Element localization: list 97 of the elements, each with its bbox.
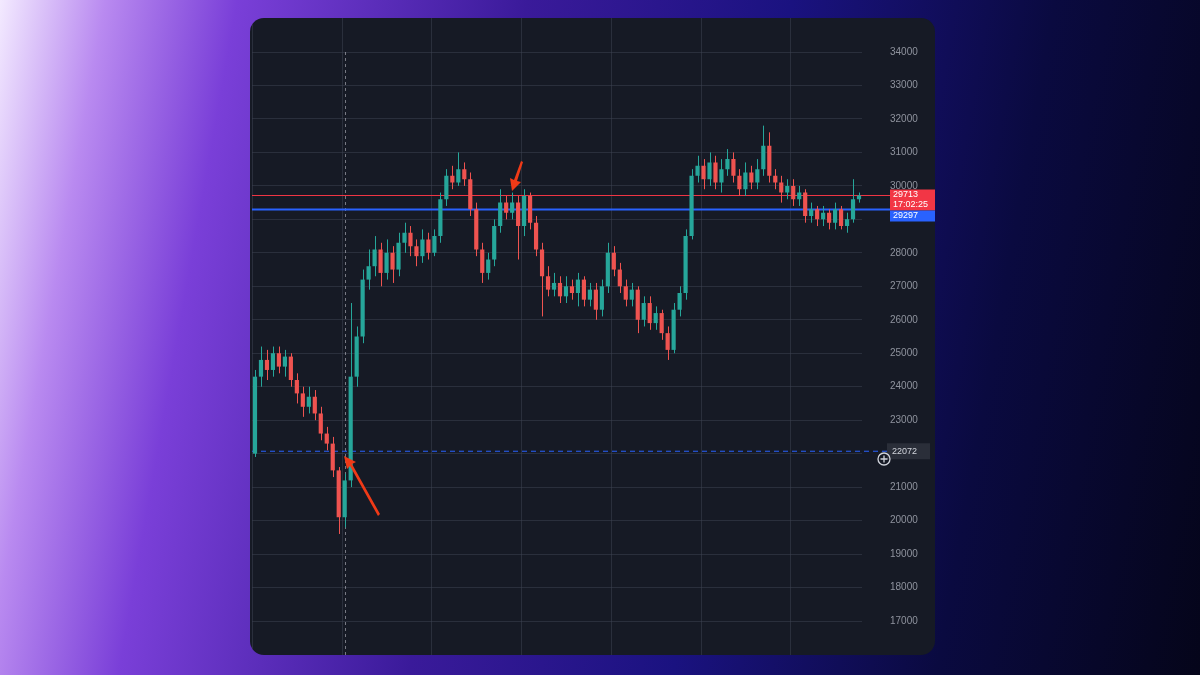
candlestick: [408, 225, 413, 257]
candlestick: [444, 168, 449, 207]
y-tick-label: 27000: [890, 280, 919, 292]
y-tick-label: 24000: [890, 380, 919, 392]
candlestick: [551, 272, 557, 297]
candlestick: [366, 248, 371, 291]
text: 17:02:25: [893, 199, 929, 210]
candlestick: [432, 228, 437, 257]
candlestick: [791, 178, 796, 207]
y-tick-label: 30000: [890, 179, 919, 191]
candlestick: [850, 178, 856, 224]
candlestick: [743, 161, 748, 197]
candlestick: [629, 282, 634, 307]
candlestick: [450, 165, 455, 190]
candlestick: [402, 222, 407, 254]
candlestick: [677, 285, 682, 317]
candlestick: [659, 309, 664, 341]
candlestick: [372, 235, 377, 277]
candlestick: [414, 238, 419, 267]
candlestick: [761, 125, 766, 177]
y-tick-label: 26000: [890, 313, 919, 325]
candlestick: [557, 275, 563, 304]
candlestick: [641, 295, 646, 327]
candlestick: [276, 346, 282, 374]
candlestick: [294, 372, 299, 404]
candlestick: [545, 265, 551, 297]
candlestick: [480, 242, 485, 284]
candlestick: [737, 168, 742, 197]
candlestick: [785, 178, 790, 200]
candlestick: [815, 205, 820, 227]
candlestick: [695, 155, 700, 184]
candlestick: [581, 275, 587, 307]
candlestick: [838, 205, 844, 230]
candlestick: [516, 195, 521, 261]
y-tick-label: 34000: [890, 45, 919, 57]
candlestick: [569, 279, 575, 301]
candlestick: [575, 272, 581, 307]
candlestick: [498, 188, 503, 234]
ref-line-label: 29713: [893, 189, 919, 200]
candlestick: [324, 426, 329, 451]
y-tick-label: 31000: [890, 146, 919, 158]
candlestick: [707, 151, 712, 187]
candlestick: [300, 386, 305, 418]
candlestick: [773, 168, 778, 190]
candlestick: [803, 188, 808, 224]
y-tick-label: 18000: [890, 581, 919, 593]
candlestick: [749, 165, 754, 190]
candlestick: [701, 158, 706, 190]
candlestick: [504, 195, 509, 220]
candlestick: [486, 252, 491, 281]
candlestick: [647, 295, 652, 331]
candlestick: [844, 212, 850, 234]
y-tick-label: 32000: [890, 112, 919, 124]
y-tick-label: 20000: [890, 514, 919, 526]
candlestick: [593, 282, 598, 321]
candlestick: [779, 175, 784, 204]
candlestick: [713, 155, 718, 190]
ref-line-label: 22072: [892, 445, 918, 456]
candlestick: [456, 151, 461, 187]
candlestick: [306, 386, 311, 414]
y-tick-label: 21000: [890, 480, 919, 492]
candlestick: [587, 282, 592, 307]
y-tick-label: 23000: [890, 413, 919, 425]
candlestick: [384, 238, 389, 281]
ref-line-label: 29297: [893, 210, 919, 221]
candlestick: [510, 192, 515, 220]
candlestick: [833, 202, 838, 230]
candlestick: [563, 275, 569, 304]
candlestick: [426, 232, 431, 261]
candlestick: [755, 158, 760, 190]
candlestick: [462, 161, 467, 187]
candlestick: [264, 349, 270, 381]
y-tick-label: 17000: [890, 614, 919, 626]
candlestick: [318, 406, 323, 441]
y-tick-label: 19000: [890, 547, 919, 559]
candlestick: [617, 262, 622, 294]
candlestick: [731, 151, 736, 184]
candlestick: [719, 158, 724, 194]
candlestick: [623, 279, 628, 307]
candlestick: [390, 245, 395, 284]
candlestick: [420, 228, 425, 264]
candlestick: [665, 325, 670, 361]
candlestick: [653, 305, 658, 331]
y-tick-label: 28000: [890, 246, 919, 258]
candlestick: [282, 349, 287, 378]
candlestick: [270, 346, 276, 378]
candlestick: [809, 202, 814, 224]
candlestick: [288, 352, 293, 388]
y-tick-label: 25000: [890, 346, 919, 358]
candlestick: [258, 346, 264, 388]
candlestick: [611, 245, 616, 277]
candlestick: [599, 279, 604, 317]
y-tick-label: 33000: [890, 79, 919, 91]
candlestick: [312, 389, 317, 421]
candlestick: [827, 208, 832, 230]
candlestick: [378, 242, 383, 287]
candlestick: [725, 148, 730, 177]
